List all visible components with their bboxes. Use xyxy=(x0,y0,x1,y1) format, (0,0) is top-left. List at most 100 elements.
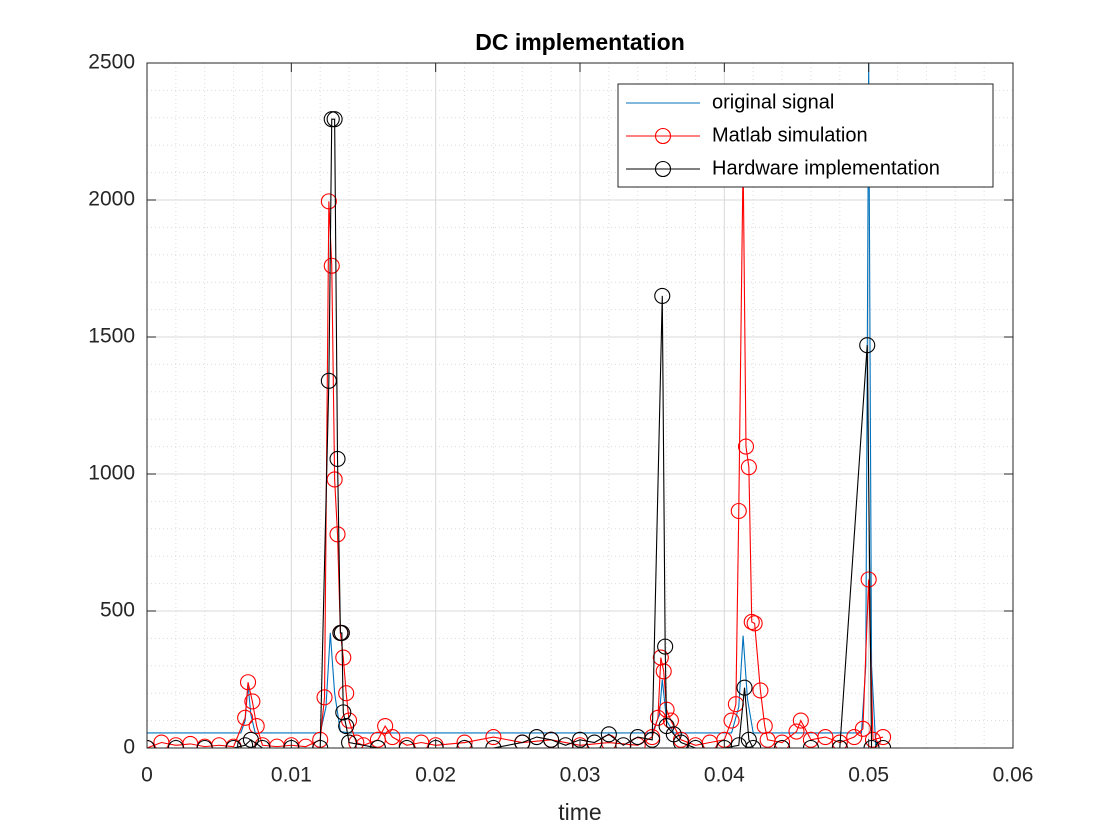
data-marker xyxy=(320,372,337,389)
data-marker xyxy=(254,739,271,748)
x-tick-label: 0.05 xyxy=(848,764,889,787)
data-marker xyxy=(740,731,757,748)
data-marker xyxy=(323,257,340,274)
data-marker xyxy=(329,450,346,467)
data-marker xyxy=(312,739,329,748)
y-tick-label: 2500 xyxy=(88,51,135,74)
y-tick-label: 2000 xyxy=(88,188,135,211)
data-marker xyxy=(333,624,350,641)
data-marker xyxy=(745,739,762,748)
data-marker xyxy=(335,649,352,666)
data-marker xyxy=(369,739,386,748)
y-tick-label: 1500 xyxy=(88,325,135,348)
data-marker xyxy=(657,638,674,655)
data-marker xyxy=(740,459,757,476)
data-marker xyxy=(600,726,617,743)
data-marker xyxy=(543,731,560,748)
data-marker xyxy=(557,737,574,748)
data-marker xyxy=(329,526,346,543)
y-tick-label: 1000 xyxy=(88,462,135,485)
data-marker xyxy=(860,571,877,588)
data-marker xyxy=(723,712,740,729)
data-marker xyxy=(774,739,791,748)
data-marker xyxy=(687,739,704,748)
y-tick-label: 0 xyxy=(123,736,135,759)
data-marker xyxy=(802,739,819,748)
data-marker xyxy=(649,709,666,726)
x-axis-label: time xyxy=(558,799,601,825)
data-marker xyxy=(248,718,265,735)
data-marker xyxy=(859,337,876,354)
data-marker xyxy=(875,728,892,746)
data-marker xyxy=(244,693,261,710)
chart-title: DC implementation xyxy=(475,29,685,55)
data-marker xyxy=(237,737,254,748)
data-marker xyxy=(672,734,690,748)
data-marker xyxy=(456,739,473,748)
legend-marker xyxy=(654,127,672,145)
data-marker xyxy=(514,734,531,748)
data-marker xyxy=(326,471,343,488)
data-marker xyxy=(225,739,242,748)
plot-layer xyxy=(147,63,892,748)
legend-label: Hardware implementation xyxy=(712,157,940,179)
x-tick-label: 0.02 xyxy=(415,764,456,787)
data-marker xyxy=(341,734,358,748)
data-marker xyxy=(817,728,834,746)
data-marker xyxy=(752,682,769,699)
data-marker xyxy=(335,704,352,721)
data-marker xyxy=(652,649,669,666)
data-marker xyxy=(615,737,632,748)
data-marker xyxy=(167,739,184,748)
data-marker xyxy=(743,613,760,631)
data-marker xyxy=(737,438,755,455)
data-marker xyxy=(338,718,355,735)
data-marker xyxy=(398,739,415,748)
axes-layer: 0 0.01 0.02 0.03 0.04 0.05 0.06 0 500 1000 1500 200… xyxy=(88,51,1033,787)
data-marker xyxy=(736,679,753,696)
data-marker xyxy=(655,663,672,680)
data-marker xyxy=(864,731,882,748)
data-marker xyxy=(756,718,773,735)
x-tick-label: 0.06 xyxy=(993,764,1034,787)
data-marker xyxy=(196,739,213,748)
data-marker xyxy=(792,712,809,729)
data-marker xyxy=(654,287,671,304)
data-marker xyxy=(662,712,679,729)
data-marker xyxy=(875,739,892,748)
data-marker xyxy=(746,615,763,632)
data-marker xyxy=(456,734,473,748)
data-marker xyxy=(854,720,871,737)
data-marker xyxy=(485,739,502,748)
data-marker xyxy=(586,734,603,748)
data-marker xyxy=(644,731,661,748)
data-marker xyxy=(237,709,254,726)
x-tick-label: 0.01 xyxy=(271,764,312,787)
data-marker xyxy=(788,723,805,740)
data-marker xyxy=(320,193,337,210)
data-marker xyxy=(326,111,343,128)
data-marker xyxy=(239,674,257,691)
data-marker xyxy=(384,728,401,746)
x-tick-label: 0 xyxy=(141,764,153,787)
data-marker xyxy=(831,734,848,748)
data-marker xyxy=(316,689,333,706)
data-marker xyxy=(629,737,646,748)
data-marker xyxy=(242,731,259,748)
data-marker xyxy=(338,685,355,702)
legend-marker xyxy=(654,160,672,178)
data-marker xyxy=(730,502,747,520)
x-tick-label: 0.03 xyxy=(560,764,601,787)
legend-label: original signal xyxy=(712,91,834,113)
data-marker xyxy=(846,728,863,746)
series-line xyxy=(147,158,884,748)
data-marker xyxy=(485,728,502,746)
data-marker xyxy=(774,734,791,748)
legend: original signal Matlab simulation Hardware… xyxy=(617,83,994,188)
data-marker xyxy=(831,739,848,748)
data-marker xyxy=(863,739,880,748)
legend-label: Matlab simulation xyxy=(712,124,868,146)
y-tick-label: 500 xyxy=(100,599,135,622)
